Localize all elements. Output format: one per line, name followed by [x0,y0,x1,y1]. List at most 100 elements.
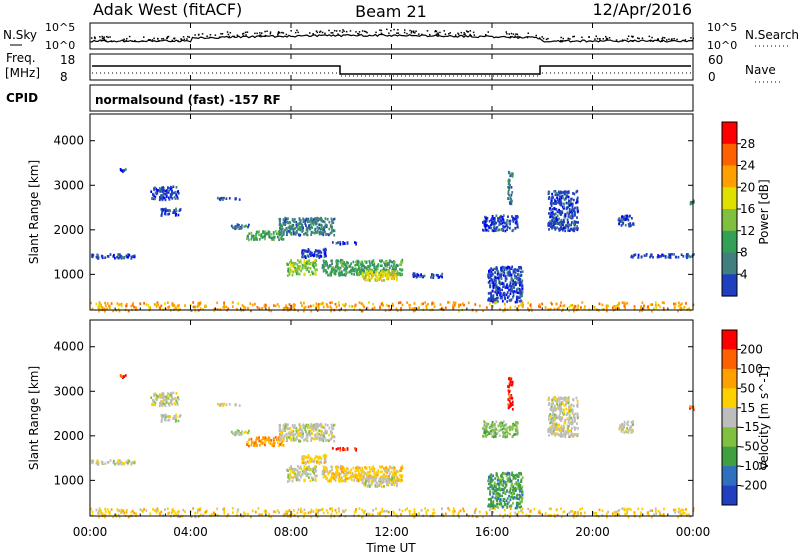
data-cell [551,425,554,429]
data-cell [491,435,494,438]
data-cell [325,260,328,264]
data-cell [117,460,120,463]
data-cell [627,507,630,511]
data-cell [324,225,326,229]
data-cell [303,455,306,459]
data-cell [579,508,582,511]
data-cell [492,282,495,285]
data-cell [293,269,296,272]
nsearch-point [670,39,673,41]
data-cell [106,255,109,258]
nsearch-point [403,31,406,34]
data-cell [320,231,323,234]
data-cell [280,444,283,447]
data-cell [243,431,246,434]
data-cell [511,435,514,439]
data-cell [497,300,499,303]
data-cell [381,474,384,478]
data-cell [375,476,377,480]
nsearch-point [487,31,489,33]
data-cell [629,508,632,511]
data-cell [547,222,550,226]
data-cell [379,264,382,268]
data-cell [521,287,524,291]
data-cell [173,417,175,420]
data-cell [510,173,513,177]
data-cell [397,271,399,275]
data-cell [493,422,496,426]
data-cell [317,511,320,515]
y-tick-label: 3000 [53,178,84,192]
data-cell [380,260,382,263]
data-cell [492,488,495,491]
data-cell [158,404,161,408]
data-cell [490,432,492,436]
data-cell [387,277,390,281]
data-cell [300,269,302,273]
data-cell [515,290,518,294]
data-cell [490,473,493,476]
data-cell [560,202,563,205]
data-cell [160,208,163,211]
data-cell [311,459,314,463]
data-cell [268,234,270,237]
data-cell [303,249,306,253]
data-cell [171,399,173,402]
data-cell [292,471,295,474]
data-cell [310,217,313,220]
data-cell [303,259,306,262]
data-cell [551,208,554,211]
data-cell [163,192,166,196]
data-cell [357,479,360,483]
data-cell [571,304,573,307]
data-cell [324,251,327,254]
data-cell [514,215,517,218]
data-cell [398,508,401,512]
data-cell [332,476,335,480]
data-cell [566,400,568,404]
data-cell [631,217,633,220]
data-cell [513,274,516,277]
data-cell [290,306,293,310]
data-cell [492,294,495,297]
data-cell [152,508,154,511]
data-cell [343,268,345,272]
data-cell [574,222,576,225]
data-cell [323,457,326,460]
data-cell [564,422,567,425]
data-cell [548,224,551,227]
nsearch-point [541,36,543,38]
data-cell [490,274,493,278]
data-cell [292,232,295,236]
data-cell [490,507,493,510]
data-cell [305,224,307,227]
data-cell [341,273,344,277]
data-cell [499,272,502,276]
data-cell [487,292,490,295]
data-cell [390,276,393,279]
data-cell [384,470,387,474]
data-cell [516,277,518,281]
data-cell [290,465,292,468]
nsearch-point [166,37,168,40]
data-cell [341,470,344,473]
data-cell [328,273,331,276]
data-cell [517,484,520,488]
data-cell [370,273,373,277]
data-cell [550,202,553,206]
nsearch-point [560,39,562,42]
nsearch-point [393,28,395,31]
data-cell [250,231,253,235]
data-cell [519,494,522,498]
data-cell [504,485,507,489]
nsearch-point [380,32,383,35]
data-cell [514,421,517,424]
data-cell [286,480,289,483]
data-cell [383,268,386,272]
data-cell [406,301,408,304]
data-cell [685,255,688,258]
data-cell [548,397,550,401]
data-cell [117,303,120,307]
data-cell [555,191,558,195]
data-cell [561,426,564,430]
